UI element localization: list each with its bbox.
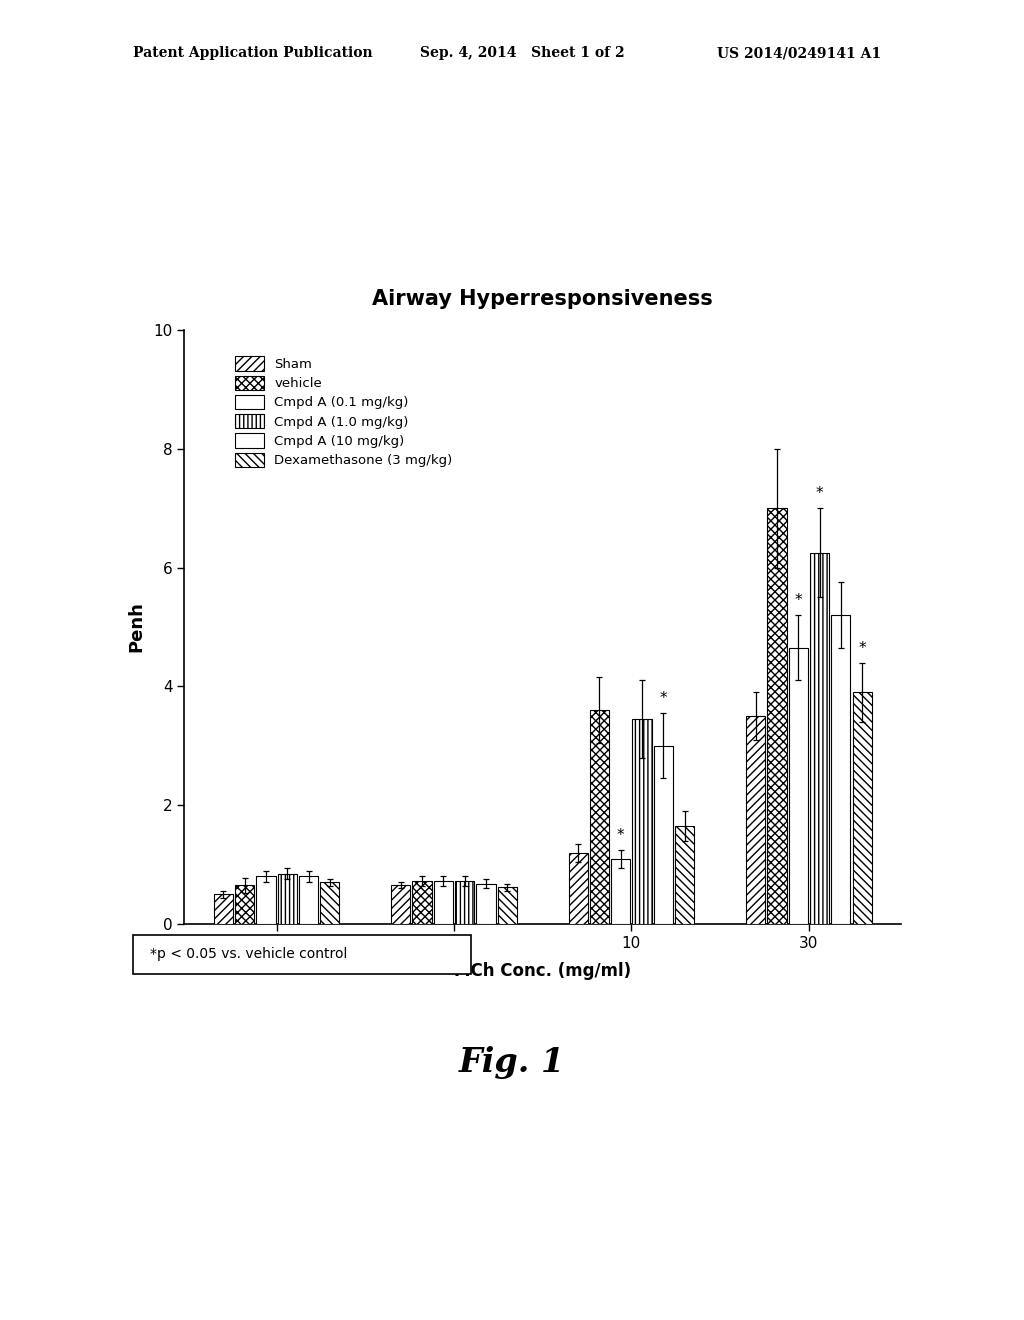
X-axis label: MCh Conc. (mg/ml): MCh Conc. (mg/ml) (455, 962, 631, 979)
Text: *: * (816, 486, 823, 502)
Title: Airway Hyperresponsiveness: Airway Hyperresponsiveness (373, 289, 713, 309)
Bar (633, 719, 651, 924)
Text: Patent Application Publication: Patent Application Publication (133, 46, 373, 61)
Text: *p < 0.05 vs. vehicle control: *p < 0.05 vs. vehicle control (151, 948, 347, 961)
Bar (746, 715, 765, 924)
Bar (391, 886, 411, 924)
Bar (653, 746, 673, 924)
Bar (675, 826, 694, 924)
Bar (299, 876, 318, 924)
Bar (256, 876, 275, 924)
Bar (214, 895, 232, 924)
Text: Sep. 4, 2014   Sheet 1 of 2: Sep. 4, 2014 Sheet 1 of 2 (420, 46, 625, 61)
Bar (831, 615, 850, 924)
Bar (321, 883, 339, 924)
Legend: Sham, vehicle, Cmpd A (0.1 mg/kg), Cmpd A (1.0 mg/kg), Cmpd A (10 mg/kg), Dexame: Sham, vehicle, Cmpd A (0.1 mg/kg), Cmpd … (226, 348, 461, 475)
Text: Fig. 1: Fig. 1 (459, 1045, 565, 1080)
Y-axis label: Penh: Penh (127, 602, 145, 652)
Bar (413, 882, 432, 924)
Bar (810, 553, 829, 924)
Text: *: * (659, 690, 668, 706)
Bar (767, 508, 786, 924)
Bar (788, 648, 808, 924)
Bar (568, 853, 588, 924)
Bar (476, 883, 496, 924)
Bar (853, 692, 871, 924)
Text: *: * (858, 640, 866, 656)
Bar (434, 882, 453, 924)
Text: *: * (795, 593, 802, 609)
Bar (455, 882, 474, 924)
Text: US 2014/0249141 A1: US 2014/0249141 A1 (717, 46, 881, 61)
FancyBboxPatch shape (133, 935, 471, 974)
Bar (590, 710, 609, 924)
Bar (236, 886, 254, 924)
Text: *: * (617, 828, 625, 842)
Bar (498, 887, 517, 924)
Bar (278, 874, 297, 924)
Bar (611, 858, 631, 924)
